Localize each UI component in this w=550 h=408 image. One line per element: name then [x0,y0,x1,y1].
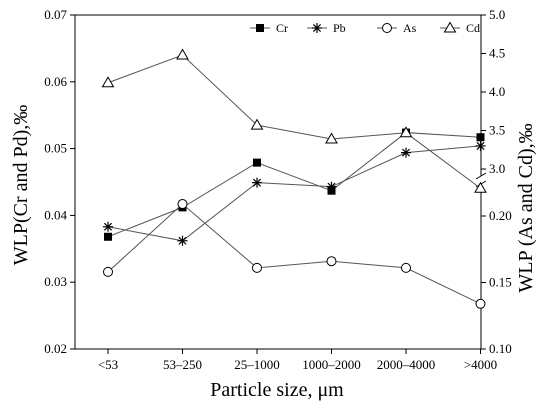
series-line-pb [107,145,481,242]
plot-area [101,48,487,309]
y-right-tick-label: 0.20 [489,208,512,223]
data-point-cr-shape [476,133,485,142]
data-point-as-shape [475,298,486,309]
legend: Cr Pb As Cd [250,21,480,35]
data-point-pb-stroke [401,148,411,157]
y-right-tick-label: 3.0 [489,161,505,176]
y-axis-left-title: WLP(Cr and Pd),‰ [10,105,32,266]
data-point-as [475,298,486,309]
data-point-as-shape [252,262,262,273]
data-point-cd-shape [176,48,189,60]
y-left-tick-label: 0.04 [44,207,67,222]
data-point-cd [101,76,115,88]
legend-label-pb: Pb [333,21,346,35]
y-right-tick-label: 4.0 [489,84,505,99]
data-point-pb [103,221,113,232]
data-point-cd [176,48,189,60]
y-left-tick-label: 0.03 [44,274,67,289]
data-point-cr [104,232,112,241]
y-left-tick-label: 0.06 [44,74,67,89]
y-right-tick-label: 4.5 [489,46,505,61]
x-tick-label: <53 [98,357,118,372]
data-point-cd-shape [250,118,264,130]
legend-marker-as [382,23,392,33]
legend-marker-cd [443,21,457,33]
data-point-cd-shape [399,126,413,138]
data-point-as [401,262,411,273]
legend-marker-cr-shape [256,24,264,32]
data-point-cr-shape [104,232,112,241]
y-right-tick-label: 3.5 [489,123,505,138]
data-point-cd [325,132,338,144]
data-point-as [177,199,188,210]
axes [74,14,487,350]
legend-marker-as-shape [382,23,392,33]
data-point-cd-shape [474,181,487,193]
data-point-pb-stroke [103,222,113,231]
data-point-cr [476,133,485,142]
legend-marker-pb [312,23,322,33]
x-tick-label: 25–1000 [234,357,280,372]
x-axis-title: Particle size, μm [210,379,344,401]
series-line-cd [107,54,481,189]
data-point-as [103,266,113,277]
y-left-tick-label: 0.07 [44,7,67,22]
data-point-cr-shape [253,158,261,167]
data-point-pb-stroke [178,236,187,245]
x-tick-label: >4000 [464,357,497,372]
axis-break-mark [475,172,487,180]
data-point-as-shape [401,262,411,273]
x-tick-label: 53–250 [163,357,202,372]
data-point-pb-stroke [327,182,336,191]
legend-label-cr: Cr [276,21,288,35]
y-right-tick-label: 0.10 [489,341,512,356]
data-point-pb [401,147,411,158]
data-point-cd [250,118,264,130]
data-point-pb [475,140,486,151]
data-point-cd-shape [101,76,115,88]
y-right-tick-label: 5.0 [489,7,505,22]
data-point-as-shape [103,266,113,277]
data-point-pb-stroke [252,178,262,187]
data-point-as [326,256,337,267]
legend-label-as: As [403,21,417,35]
y-axis-right-title: WLP (As and Cd),‰ [515,123,537,292]
data-point-as [252,262,262,273]
data-point-as-shape [326,256,337,267]
data-point-pb-stroke [476,141,485,150]
x-tick-label: 1000–2000 [302,357,361,372]
data-point-cr [253,158,261,167]
legend-label-cd: Cd [466,21,480,35]
data-point-as-shape [177,199,188,210]
series-line-as [107,203,481,305]
legend-marker-pb-stroke [312,23,322,33]
y-left-tick-label: 0.02 [44,341,67,356]
y-right-tick-label: 0.15 [489,275,512,290]
data-point-pb [252,177,262,188]
y-left-tick-label: 0.05 [44,141,67,156]
data-point-cd [474,181,487,193]
data-point-pb [326,181,337,192]
data-point-cd [399,126,413,138]
legend-marker-cr [256,24,264,32]
series-line-cr [107,132,481,238]
data-point-cd-shape [325,132,338,144]
x-tick-label: 2000–4000 [377,357,436,372]
data-point-pb [177,235,188,246]
ticks: 0.02 0.03 0.04 0.05 0.06 0.07 0.10 0.15 0.20 3.0 3… [44,7,512,372]
legend-marker-cd-shape [443,21,457,33]
